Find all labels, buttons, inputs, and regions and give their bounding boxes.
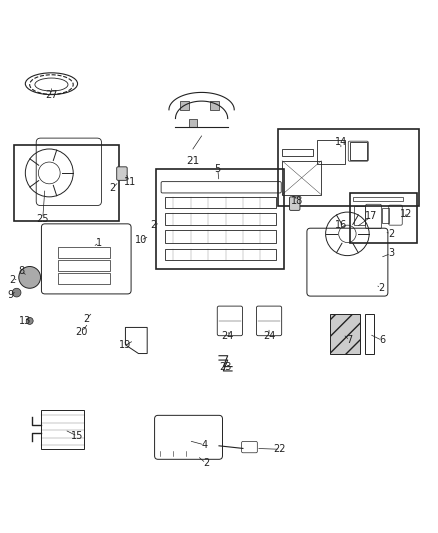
Text: 7: 7 [346,335,353,345]
Bar [350,192,417,243]
Bar [278,130,419,206]
Text: 2: 2 [9,274,15,285]
Text: 2: 2 [83,314,89,324]
Text: 21: 21 [186,156,200,166]
Bar [14,144,119,221]
Text: 16: 16 [335,220,347,230]
Text: 23: 23 [219,361,232,372]
Bar [382,208,389,223]
Text: 10: 10 [134,236,147,245]
Text: 14: 14 [335,138,347,148]
Text: 19: 19 [119,340,131,350]
Bar [165,213,276,225]
Text: 6: 6 [379,335,385,345]
Text: 5: 5 [215,164,221,174]
Text: 18: 18 [291,196,304,206]
Bar [330,314,360,353]
Text: 2: 2 [203,458,209,468]
Text: 9: 9 [7,290,13,300]
FancyBboxPatch shape [290,197,300,211]
Bar [354,206,365,225]
Bar [58,273,110,284]
Bar [188,118,197,127]
Bar [165,197,276,208]
Text: 2: 2 [151,220,157,230]
Bar [365,314,374,353]
Text: 24: 24 [263,331,275,341]
Circle shape [19,266,41,288]
Bar [282,149,313,156]
Circle shape [12,288,21,297]
Text: 13: 13 [19,316,32,326]
FancyBboxPatch shape [117,167,127,180]
Text: 24: 24 [222,331,234,341]
Text: 20: 20 [76,327,88,337]
Text: 12: 12 [400,209,412,219]
Text: 4: 4 [201,440,208,450]
Bar [282,161,321,195]
Bar [165,249,276,260]
Text: 25: 25 [36,214,49,224]
Bar [58,247,110,258]
Bar [180,101,188,110]
Bar [165,230,276,243]
Bar [156,168,284,269]
Text: 27: 27 [45,90,58,100]
Bar [210,101,219,110]
Bar [41,410,84,449]
Text: 2: 2 [388,229,394,239]
Bar [350,142,367,160]
Text: 2: 2 [378,283,384,293]
Text: 1: 1 [96,238,102,247]
Bar [58,260,110,271]
Circle shape [26,318,33,325]
Bar [353,197,403,201]
Text: 17: 17 [365,212,378,221]
Text: 11: 11 [124,176,136,187]
Text: 8: 8 [18,266,24,276]
Text: 2: 2 [109,183,116,193]
Text: 15: 15 [71,431,84,441]
Text: 22: 22 [274,445,286,454]
Text: 3: 3 [388,248,394,259]
Bar [317,140,345,164]
